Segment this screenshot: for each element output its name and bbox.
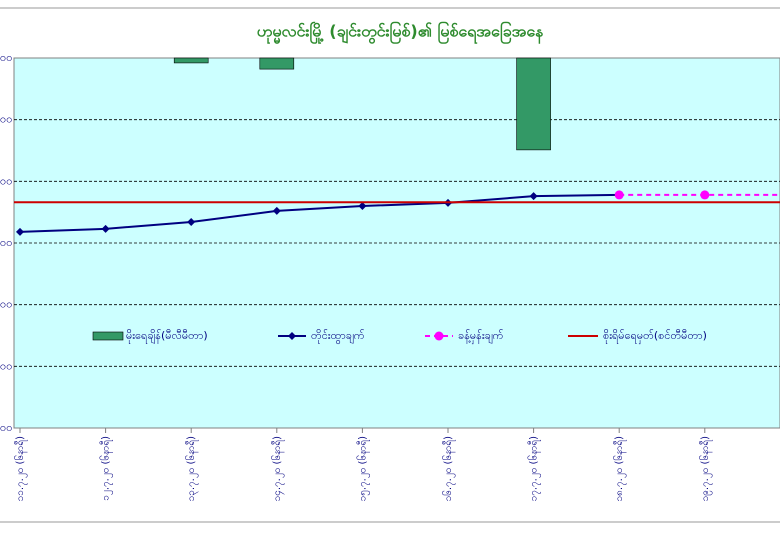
bar xyxy=(259,57,295,70)
x-tick-label: ၁၁.၇.၂၀ (၆နာရီ) xyxy=(13,436,28,502)
point xyxy=(16,227,24,236)
y-tick-label: ၀၀ xyxy=(0,359,12,372)
x-tick-label: ၁၉.၇.၂၀ (၆နာရီ) xyxy=(698,436,713,502)
y-tick-label: ၀၀ xyxy=(0,298,12,311)
point xyxy=(272,206,281,215)
x-tick-label: ၁၂.၇.၂၀ (၆နာရီ) xyxy=(99,436,114,501)
bar xyxy=(516,57,551,151)
legend-swatch xyxy=(92,331,124,341)
point xyxy=(101,224,110,233)
x-tick-label: ၁၇.၇.၂၀ (၆နာရီ) xyxy=(527,436,542,502)
legend-label: ခန့်မှန်းချက် xyxy=(458,329,504,344)
point xyxy=(358,202,367,210)
chart-title: ဟုမ္မလင်းမြို့ (ချင်းတွင်းမြစ်)၏ မြစ်ရေအ… xyxy=(257,21,544,45)
line xyxy=(19,193,620,233)
x-tick-label: ၁၄.၇.၂၀ (၆နာရီ) xyxy=(270,436,285,502)
legend-label: တိုင်းထွာချက် xyxy=(311,329,365,344)
y-tick-label: ၀၀ xyxy=(0,51,12,64)
x-tick-label: ၁၈.၇.၂၀ (၆နာရီ) xyxy=(612,436,627,502)
x-tick-label: ၁၃.၇.၂၀ (၆နာရီ) xyxy=(184,436,199,502)
y-tick-label: ၀၀ xyxy=(0,421,12,434)
legend-swatch xyxy=(288,332,296,340)
point xyxy=(614,190,624,200)
point xyxy=(700,190,710,200)
y-tick-label: ၀၀ xyxy=(0,236,12,249)
point xyxy=(529,192,538,201)
legend-label: မိုးရေချိန်(မီလီမီတာ) xyxy=(126,329,208,344)
x-tick-label: ၁၅.၇.၂၀ (၆နာရီ) xyxy=(355,436,370,502)
legend-swatch xyxy=(434,331,444,341)
bar xyxy=(173,57,209,64)
legend-label: စိုးရိမ်ရေမှတ်(စင်တီမီတာ) xyxy=(603,329,707,344)
point xyxy=(187,218,196,227)
y-tick-label: ၀၀ xyxy=(0,174,12,187)
y-tick-label: ၀၀ xyxy=(0,113,12,126)
x-tick-label: ၁၆.၇.၂၀ (၆နာရီ) xyxy=(441,436,456,502)
